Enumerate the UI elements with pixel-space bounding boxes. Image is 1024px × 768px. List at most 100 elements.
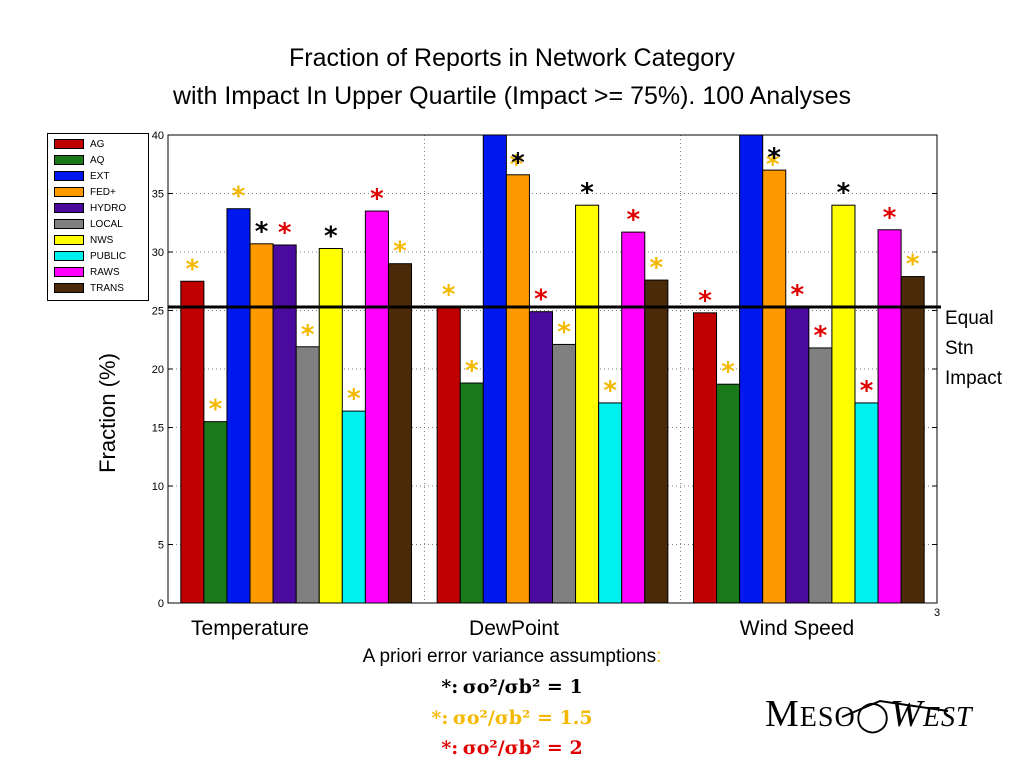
legend-item: RAWS <box>54 265 120 279</box>
legend-item: TRANS <box>54 281 124 295</box>
star-marker: * <box>209 395 223 425</box>
chart-title-line-2: with Impact In Upper Quartile (Impact >=… <box>172 82 852 110</box>
legend-label: RAWS <box>90 266 120 278</box>
y-tick-label: 0 <box>158 598 164 610</box>
equal-label-line-2: Stn <box>945 338 974 359</box>
x-category-label-wind-speed: Wind Speed <box>739 617 855 640</box>
legend-item: NWS <box>54 233 113 247</box>
star-marker: * <box>370 184 384 214</box>
legend-label: AQ <box>90 154 105 166</box>
logo-roof-icon <box>841 699 949 718</box>
legend-label: HYDRO <box>90 202 127 214</box>
star-marker: * <box>650 253 664 283</box>
legend-item: EXT <box>54 169 109 183</box>
logo-w: W <box>890 693 923 735</box>
star-marker: * <box>698 286 712 316</box>
bar-raws-1 <box>364 210 389 604</box>
star-marker: * <box>906 250 920 280</box>
star-marker: * <box>232 182 246 212</box>
bar-nws-3 <box>831 204 856 604</box>
legend-swatch <box>54 203 84 213</box>
star-marker: * <box>255 217 269 247</box>
star-marker: * <box>767 143 781 173</box>
y-tick-label: 40 <box>152 130 164 142</box>
star-marker: * <box>721 357 735 387</box>
annotation-formula-orange: σo²/σb² = 1.5 <box>452 707 593 729</box>
star-marker: * <box>393 237 407 267</box>
bar-local-2 <box>552 343 577 604</box>
bar-nws-1 <box>318 247 343 604</box>
bar-hydro-1 <box>272 244 297 604</box>
legend-label: FED+ <box>90 186 116 198</box>
y-tick-label: 5 <box>158 540 164 552</box>
y-tick-label: 20 <box>152 364 164 376</box>
star-marker: * <box>557 317 571 347</box>
logo-est: EST <box>922 702 973 733</box>
legend-item: PUBLIC <box>54 249 126 263</box>
logo-o-icon: ◯ <box>855 700 891 733</box>
bar-raws-2 <box>621 231 646 604</box>
star-marker: * <box>442 280 456 310</box>
star-marker: * <box>301 320 315 350</box>
annotation-line-red: *: σo²/σb² = 2 <box>0 737 1024 759</box>
legend-item: LOCAL <box>54 217 123 231</box>
bar-public-2 <box>598 402 623 604</box>
bar-public-3 <box>854 402 879 604</box>
legend-swatch <box>54 171 84 181</box>
star-marker: * <box>837 178 851 208</box>
equal-label-line-1: Equal <box>945 308 994 329</box>
bar-aq-1 <box>203 421 228 604</box>
star-marker: * <box>580 178 594 208</box>
annotation-formula-red: σo²/σb² = 2 <box>462 737 583 759</box>
annotation-formula-black: σo²/σb² = 1 <box>462 676 583 698</box>
legend-label: LOCAL <box>90 218 123 230</box>
bar-trans-3 <box>900 276 925 604</box>
annotation-marker-orange: *: <box>431 707 449 729</box>
bar-ext-3 <box>739 134 764 604</box>
bar-fedplus-1 <box>249 243 274 604</box>
legend-swatch <box>54 267 84 277</box>
annotation-line-black: *: σo²/σb² = 1 <box>0 676 1024 698</box>
legend-label: EXT <box>90 170 110 182</box>
y-tick-label: 30 <box>152 247 164 259</box>
legend-item: AG <box>54 137 104 151</box>
bar-hydro-2 <box>528 311 553 604</box>
logo-m: M <box>765 693 800 735</box>
star-marker: * <box>534 285 548 315</box>
y-tick-label: 15 <box>152 423 164 435</box>
bar-local-1 <box>295 346 320 604</box>
annotation-marker-red: *: <box>441 737 459 759</box>
x-category-label-temperature: Temperature <box>191 617 309 640</box>
legend-swatch <box>54 155 84 165</box>
legend-swatch <box>54 235 84 245</box>
annotation-heading-colon: : <box>656 646 662 667</box>
legend-label: NWS <box>90 234 114 246</box>
chart-title-line-1: Fraction of Reports in Network Category <box>288 44 735 72</box>
annotation-heading-text: A priori error variance assumptions <box>362 646 657 667</box>
legend: AG AQ EXT FED+ HYDRO LOCAL NWS PUBLIC RAWS TRANS <box>47 133 149 301</box>
bar-ext-1 <box>226 208 251 604</box>
star-marker: * <box>347 384 361 414</box>
bar-hydro-3 <box>785 306 810 604</box>
star-marker: * <box>883 203 897 233</box>
legend-swatch <box>54 187 84 197</box>
star-marker: * <box>186 254 200 284</box>
star-marker: * <box>860 376 874 406</box>
bar-ag-2 <box>436 306 461 604</box>
bar-aq-3 <box>716 383 741 604</box>
bar-raws-3 <box>877 229 902 604</box>
x-category-label-dewpoint: DewPoint <box>469 617 559 640</box>
legend-item: FED+ <box>54 185 116 199</box>
logo-eso: ESO <box>799 702 856 733</box>
bar-fedplus-3 <box>762 169 787 604</box>
star-marker: * <box>626 205 640 235</box>
legend-label: TRANS <box>90 282 124 294</box>
star-marker: * <box>814 321 828 351</box>
star-marker: * <box>603 376 617 406</box>
bar-public-1 <box>341 410 366 604</box>
legend-swatch <box>54 283 84 293</box>
bar-ag-3 <box>692 312 718 604</box>
bar-aq-2 <box>459 382 484 604</box>
bar-fedplus-2 <box>505 174 530 604</box>
bar-ag-1 <box>180 280 205 604</box>
